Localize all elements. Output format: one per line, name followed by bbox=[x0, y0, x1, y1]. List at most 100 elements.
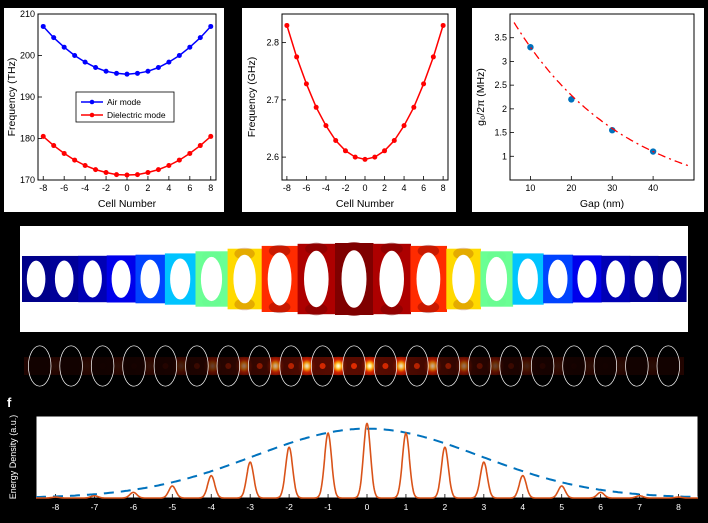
hole bbox=[267, 252, 292, 306]
series-marker bbox=[401, 123, 407, 129]
series-marker bbox=[284, 22, 290, 28]
y-tick-label: 2 bbox=[502, 104, 507, 114]
series-marker bbox=[197, 35, 203, 41]
x-tick-label: 0 bbox=[365, 502, 370, 512]
hole-outline bbox=[248, 345, 272, 387]
series-marker bbox=[155, 65, 161, 71]
y-tick-label: 3.5 bbox=[494, 33, 507, 43]
x-tick-label: -4 bbox=[81, 183, 89, 193]
x-tick-label: -8 bbox=[39, 183, 47, 193]
x-tick-label: -6 bbox=[302, 183, 310, 193]
hole bbox=[634, 260, 654, 298]
hole bbox=[662, 260, 682, 298]
y-tick-label: 170 bbox=[20, 175, 35, 185]
axes-box bbox=[281, 13, 449, 181]
hole-center-glow bbox=[288, 363, 295, 369]
x-tick-label: 8 bbox=[441, 183, 446, 193]
series-marker bbox=[176, 157, 182, 163]
series-marker bbox=[294, 54, 300, 60]
hole-outline bbox=[90, 345, 115, 387]
x-tick-label: 2 bbox=[443, 502, 448, 512]
series-marker bbox=[114, 172, 120, 178]
x-tick-label: 40 bbox=[648, 183, 658, 193]
series-marker bbox=[333, 138, 339, 144]
hole-outline bbox=[185, 345, 209, 387]
x-tick-label: -1 bbox=[324, 502, 332, 512]
legend-label: Air mode bbox=[107, 97, 141, 107]
x-tick-label: 7 bbox=[637, 502, 642, 512]
data-point bbox=[568, 96, 575, 103]
hole bbox=[26, 260, 46, 298]
series-marker bbox=[93, 167, 99, 173]
x-tick-label: 8 bbox=[208, 183, 213, 193]
series-marker bbox=[145, 170, 151, 176]
hole-outline bbox=[656, 345, 680, 387]
hole-center-glow bbox=[162, 363, 169, 369]
y-axis-label: g₀/2π (MHz) bbox=[475, 68, 487, 126]
x-tick-label: 10 bbox=[525, 183, 535, 193]
mechanical-band-chart: -8 -6 -4 -2 0 2 4 6 8 2.6 2.7 2.8 Cell Number Frequen… bbox=[242, 8, 456, 212]
hole-center-glow bbox=[256, 363, 263, 369]
x-tick-label: 4 bbox=[166, 183, 171, 193]
series-marker bbox=[103, 68, 109, 74]
hole-center-glow bbox=[131, 363, 137, 369]
panel-optical-mode-profile bbox=[24, 342, 684, 395]
hole-center-glow bbox=[225, 363, 232, 369]
y-tick-label: 2.8 bbox=[266, 38, 279, 48]
hole bbox=[233, 254, 256, 304]
coupling-vs-gap-chart: 10 20 30 40 1 1.5 2 2.5 3 3.5 Gap (nm) g₀/2π (MHz) bbox=[472, 8, 704, 212]
x-tick-label: 5 bbox=[559, 502, 564, 512]
hole bbox=[83, 260, 102, 298]
x-tick-label: -7 bbox=[91, 502, 99, 512]
x-tick-label: -8 bbox=[52, 502, 60, 512]
x-tick-label: 4 bbox=[402, 183, 407, 193]
panel-coupling-chart: 10 20 30 40 1 1.5 2 2.5 3 3.5 Gap (nm) g₀/2π (MHz) bbox=[472, 8, 704, 217]
x-tick-label: -8 bbox=[283, 183, 291, 193]
series-marker bbox=[208, 23, 214, 29]
hole-center-glow bbox=[382, 363, 389, 369]
hole-outline bbox=[122, 345, 146, 387]
series-marker bbox=[208, 133, 214, 139]
x-axis-label: Cell Number bbox=[98, 198, 157, 210]
series-marker bbox=[124, 71, 130, 77]
x-tick-label: 6 bbox=[187, 183, 192, 193]
series-marker bbox=[51, 143, 57, 149]
series-marker bbox=[114, 70, 120, 76]
x-tick-label: 4 bbox=[520, 502, 525, 512]
series-marker bbox=[372, 154, 378, 160]
series-marker bbox=[134, 172, 140, 178]
legend-label: Dielectric mode bbox=[107, 110, 166, 120]
mechanical-mode-image bbox=[20, 226, 688, 332]
fit-line bbox=[513, 22, 689, 167]
hole-center-glow bbox=[539, 363, 546, 369]
x-tick-label: -2 bbox=[341, 183, 349, 193]
x-tick-label: -5 bbox=[169, 502, 177, 512]
hole-outline bbox=[530, 345, 555, 387]
x-tick-label: -3 bbox=[246, 502, 254, 512]
series-marker bbox=[421, 81, 427, 87]
y-axis-label: Frequency (THz) bbox=[6, 58, 18, 137]
y-tick-label: 180 bbox=[20, 134, 35, 144]
series-marker bbox=[61, 150, 67, 156]
hole bbox=[485, 256, 508, 302]
hole-outline bbox=[625, 345, 649, 387]
series-marker bbox=[342, 148, 348, 154]
series-marker bbox=[145, 68, 151, 74]
hole-outline bbox=[28, 345, 52, 387]
x-tick-label: 6 bbox=[421, 183, 426, 193]
y-tick-label: 190 bbox=[20, 92, 35, 102]
series-marker bbox=[40, 23, 46, 29]
x-tick-label: 20 bbox=[566, 183, 576, 193]
series-marker bbox=[40, 133, 46, 139]
optical-mode-image bbox=[24, 342, 684, 390]
hole-center-glow bbox=[193, 363, 200, 369]
series-marker bbox=[197, 143, 203, 149]
series-marker bbox=[430, 54, 436, 60]
series-marker bbox=[166, 162, 172, 168]
series-marker bbox=[323, 123, 329, 129]
x-tick-label: 30 bbox=[607, 183, 617, 193]
hole-outline bbox=[593, 345, 618, 387]
series-marker bbox=[72, 157, 78, 163]
x-tick-label: 3 bbox=[481, 502, 486, 512]
hole-center-glow bbox=[319, 363, 326, 369]
